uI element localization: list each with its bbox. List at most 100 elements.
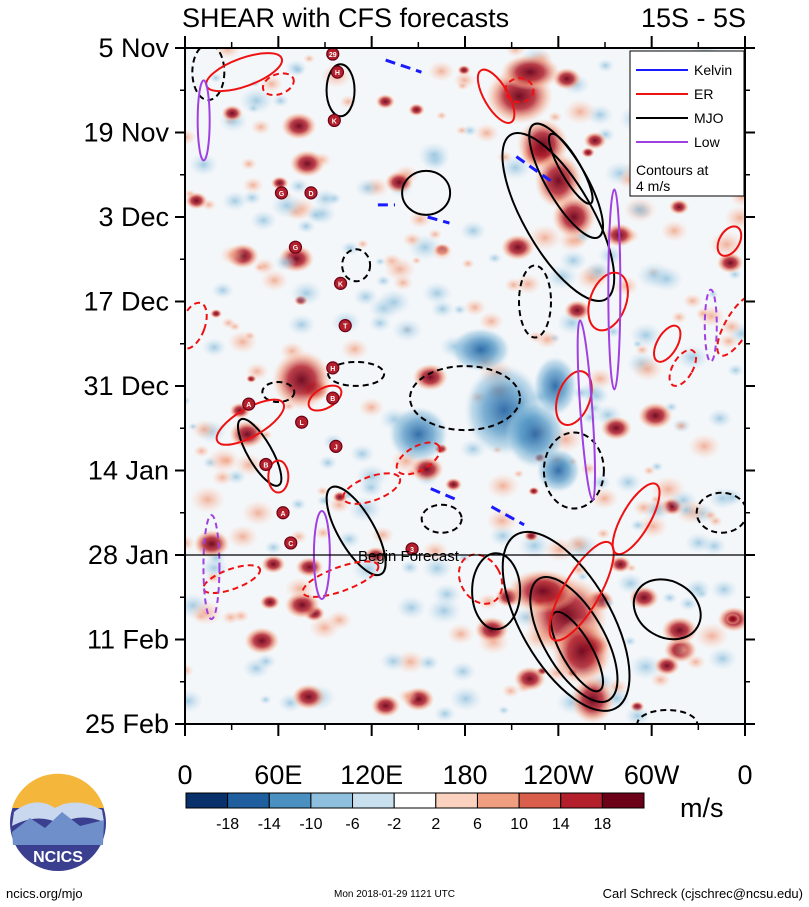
field-speckle xyxy=(457,552,471,563)
field-speckle xyxy=(188,153,219,177)
legend-label: Low xyxy=(694,134,721,150)
field-speckle xyxy=(427,60,456,82)
field-speckle xyxy=(290,64,306,76)
field-speckle xyxy=(303,54,316,64)
colorbar-swatch xyxy=(435,792,478,809)
field-speckle xyxy=(421,281,453,305)
y-tick-label: 31 Dec xyxy=(83,371,169,401)
field-speckle xyxy=(650,671,672,688)
field-speckle xyxy=(547,111,563,123)
field-speckle xyxy=(456,81,469,91)
field-speckle xyxy=(191,419,218,440)
field-speckle xyxy=(288,178,310,195)
contour-positive xyxy=(652,324,682,363)
colorbar-swatch xyxy=(476,792,520,809)
x-axis: 0 60E 120E 180 120W 60W 0 xyxy=(177,36,753,790)
field-speckle xyxy=(264,540,283,555)
field-negative-region xyxy=(533,356,578,416)
field-speckle xyxy=(505,48,526,58)
field-speckle xyxy=(349,444,375,464)
contour-negative xyxy=(518,264,552,339)
contour-positive xyxy=(267,459,290,494)
footer-url[interactable]: ncics.org/mjo xyxy=(6,886,83,901)
contour-positive xyxy=(325,63,356,118)
field-speckle xyxy=(427,228,443,240)
contour-positive xyxy=(716,225,743,257)
field-speckle xyxy=(716,252,744,274)
storm-marker: D xyxy=(304,186,318,200)
colorbar-tick-label: 14 xyxy=(552,816,570,833)
field-speckle xyxy=(513,469,525,479)
field-speckle xyxy=(402,232,423,248)
field-speckle xyxy=(558,249,588,272)
storm-marker-label: A xyxy=(246,402,251,409)
field-speckle xyxy=(500,234,535,261)
field-speckle xyxy=(455,125,468,136)
field-speckle xyxy=(370,694,401,718)
field-speckle xyxy=(305,207,327,223)
field-positive-region xyxy=(295,557,324,578)
field-speckle xyxy=(613,275,640,296)
field-speckle xyxy=(340,240,360,256)
contour-positive xyxy=(550,610,604,693)
y-axis: 5 Nov 19 Nov 3 Dec 17 Dec 31 Dec 14 Jan 28 Jan… xyxy=(83,33,755,739)
field-speckle xyxy=(340,338,370,361)
field-speckle xyxy=(284,577,315,601)
field-speckle xyxy=(357,477,384,498)
field-speckle xyxy=(614,471,643,494)
field-speckle xyxy=(694,622,730,650)
colorbar-swatch xyxy=(560,792,603,809)
storm-marker: B xyxy=(259,457,273,472)
field-speckle xyxy=(185,396,191,406)
field-speckle xyxy=(449,661,477,682)
field-speckle xyxy=(185,663,194,678)
colorbar-swatch xyxy=(601,792,645,809)
field-speckle xyxy=(477,593,500,610)
footer-author: Carl Schreck (cjschrec@ncsu.edu) xyxy=(603,886,803,901)
field-speckle xyxy=(632,339,643,349)
field-speckle xyxy=(221,105,243,122)
x-tick-label: 120W xyxy=(523,760,594,790)
field-speckle xyxy=(193,529,230,558)
field-speckle xyxy=(244,627,280,655)
y-tick-label: 28 Jan xyxy=(88,540,169,570)
field-speckle xyxy=(501,683,520,698)
field-speckle xyxy=(695,307,711,320)
field-speckle xyxy=(243,331,257,341)
field-speckle xyxy=(261,554,286,574)
field-negative-region xyxy=(536,448,581,493)
contour-positive xyxy=(548,540,615,642)
field-speckle xyxy=(433,705,456,723)
contour-negative xyxy=(202,564,262,595)
contour-negative xyxy=(668,348,698,387)
field-speckle xyxy=(528,486,540,496)
field-speckle xyxy=(710,578,738,601)
y-tick-label: 14 Jan xyxy=(88,456,169,486)
field-speckle xyxy=(271,94,290,108)
field-speckle xyxy=(514,273,542,295)
storm-marker: 29 xyxy=(326,48,340,61)
field-positive-region xyxy=(551,195,596,239)
field-speckle xyxy=(260,269,289,292)
contour-negative xyxy=(504,77,535,104)
field-speckle xyxy=(473,123,500,143)
storm-marker-label: A xyxy=(280,511,285,518)
storm-marker-icon xyxy=(242,397,256,411)
field-speckle xyxy=(280,112,317,140)
legend-note-line2: 4 m/s xyxy=(636,178,670,194)
contour-positive xyxy=(611,482,661,556)
field-speckle xyxy=(581,411,599,424)
storm-marker-label: L xyxy=(300,420,305,427)
field-speckle xyxy=(628,653,663,680)
colorbar-tick-label: 10 xyxy=(510,816,528,833)
storm-marker: G xyxy=(288,240,303,254)
contour-negative xyxy=(341,248,372,283)
storm-marker-icon xyxy=(295,415,309,429)
field-speckle xyxy=(660,220,689,242)
field-speckle xyxy=(255,653,277,670)
latitude-band-label: 15S - 5S xyxy=(641,3,746,33)
colorbar-tick-label: 6 xyxy=(473,816,482,833)
storm-marker-label: H xyxy=(330,366,335,373)
contour-positive xyxy=(401,169,452,216)
